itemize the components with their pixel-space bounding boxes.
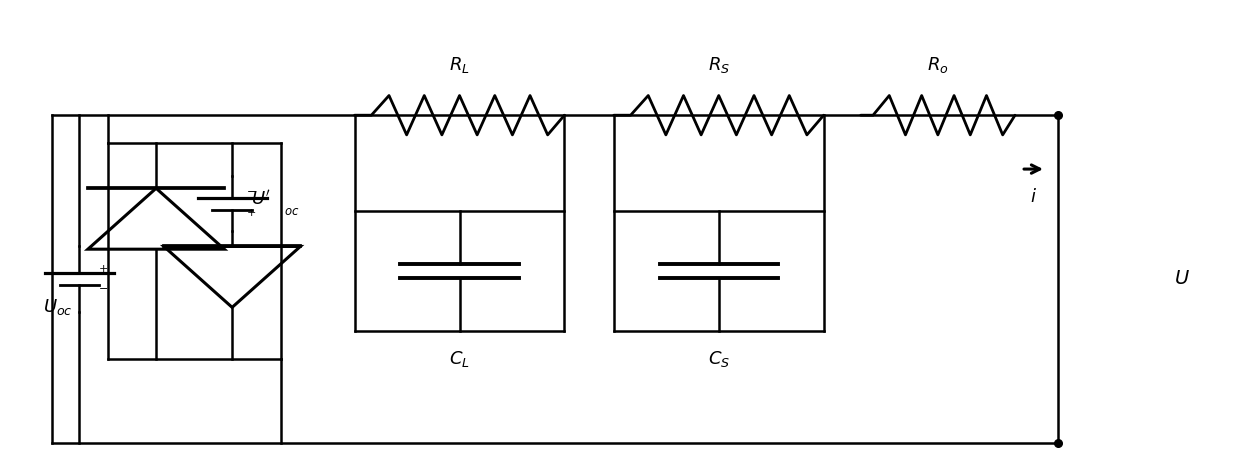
Text: $R_L$: $R_L$ [449, 55, 470, 75]
Text: $i$: $i$ [1030, 188, 1037, 206]
Text: +: + [247, 208, 257, 218]
Text: $R_S$: $R_S$ [708, 55, 730, 75]
Text: $U'$: $U'$ [250, 190, 270, 209]
Text: +: + [99, 264, 108, 274]
Text: $R_o$: $R_o$ [928, 55, 949, 75]
Text: $U_{oc}$: $U_{oc}$ [43, 297, 73, 317]
Text: −: − [247, 187, 257, 197]
Text: $C_S$: $C_S$ [708, 349, 730, 369]
Text: $C_L$: $C_L$ [449, 349, 470, 369]
Text: $_{oc}$: $_{oc}$ [284, 200, 300, 217]
Text: $U$: $U$ [1174, 270, 1189, 288]
Text: −: − [99, 284, 108, 294]
